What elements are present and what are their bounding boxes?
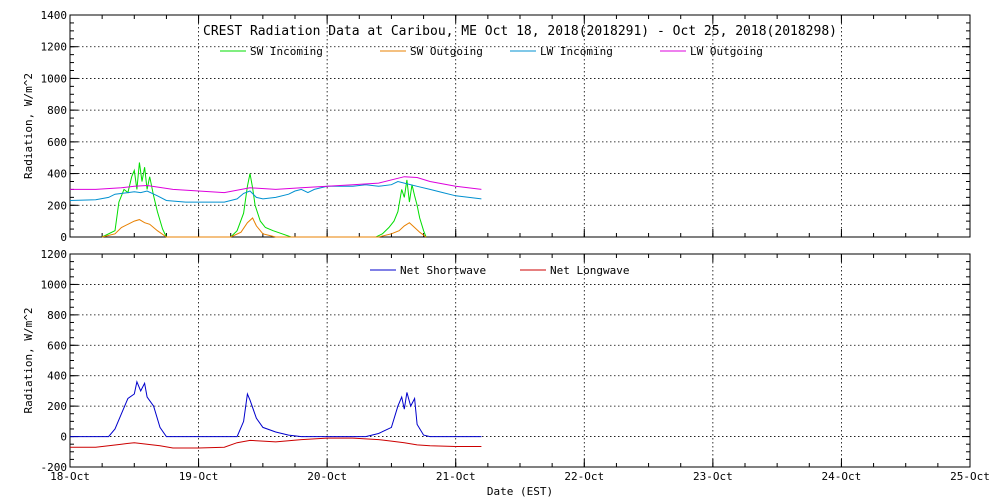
y-tick-label: 1000 [41,278,68,291]
y-tick-label: 800 [47,309,67,322]
y-tick-label: 200 [47,199,67,212]
x-tick-label: 19-Oct [179,470,219,483]
series-line-sw-outgoing [101,217,427,238]
plot-frame [69,14,971,238]
series-line-net-longwave [70,437,482,449]
y-tick-label: 200 [47,400,67,413]
y-tick-label: 1400 [41,9,68,22]
y-tick-label: 400 [47,370,67,383]
series-line-sw-incoming [101,162,427,238]
x-tick-label: 21-Oct [436,470,476,483]
y-tick-label: -200 [41,461,68,474]
y-tick-label: 600 [47,339,67,352]
legend-label: Net Longwave [550,264,629,277]
x-tick-label: 25-Oct [950,470,990,483]
y-tick-label: 1200 [41,41,68,54]
y-axis-label: Radiation, W/m^2 [22,73,35,179]
legend-label: Net Shortwave [400,264,486,277]
series-line-lw-outgoing [70,176,482,194]
y-tick-label: 0 [60,431,67,444]
x-tick-label: 20-Oct [307,470,347,483]
x-tick-label: 23-Oct [693,470,733,483]
x-tick-label: 24-Oct [822,470,862,483]
y-axis-label: Radiation, W/m^2 [22,308,35,414]
plot-frame [69,253,971,468]
y-tick-label: 1000 [41,72,68,85]
x-tick-label: 18-Oct [50,470,90,483]
y-tick-label: 800 [47,104,67,117]
y-tick-label: 0 [60,231,67,244]
y-tick-label: 600 [47,136,67,149]
legend-label: LW Incoming [540,45,613,58]
x-axis-label: Date (EST) [487,485,553,498]
chart-title: CREST Radiation Data at Caribou, ME Oct … [203,24,837,39]
series-line-lw-incoming [69,180,482,203]
legend-label: LW Outgoing [690,45,763,58]
legend-label: SW Outgoing [410,45,483,58]
legend-label: SW Incoming [250,45,323,58]
y-tick-label: 1200 [41,248,68,261]
series-line-net-shortwave [70,380,482,438]
x-tick-label: 22-Oct [564,470,604,483]
y-tick-label: 400 [47,168,67,181]
